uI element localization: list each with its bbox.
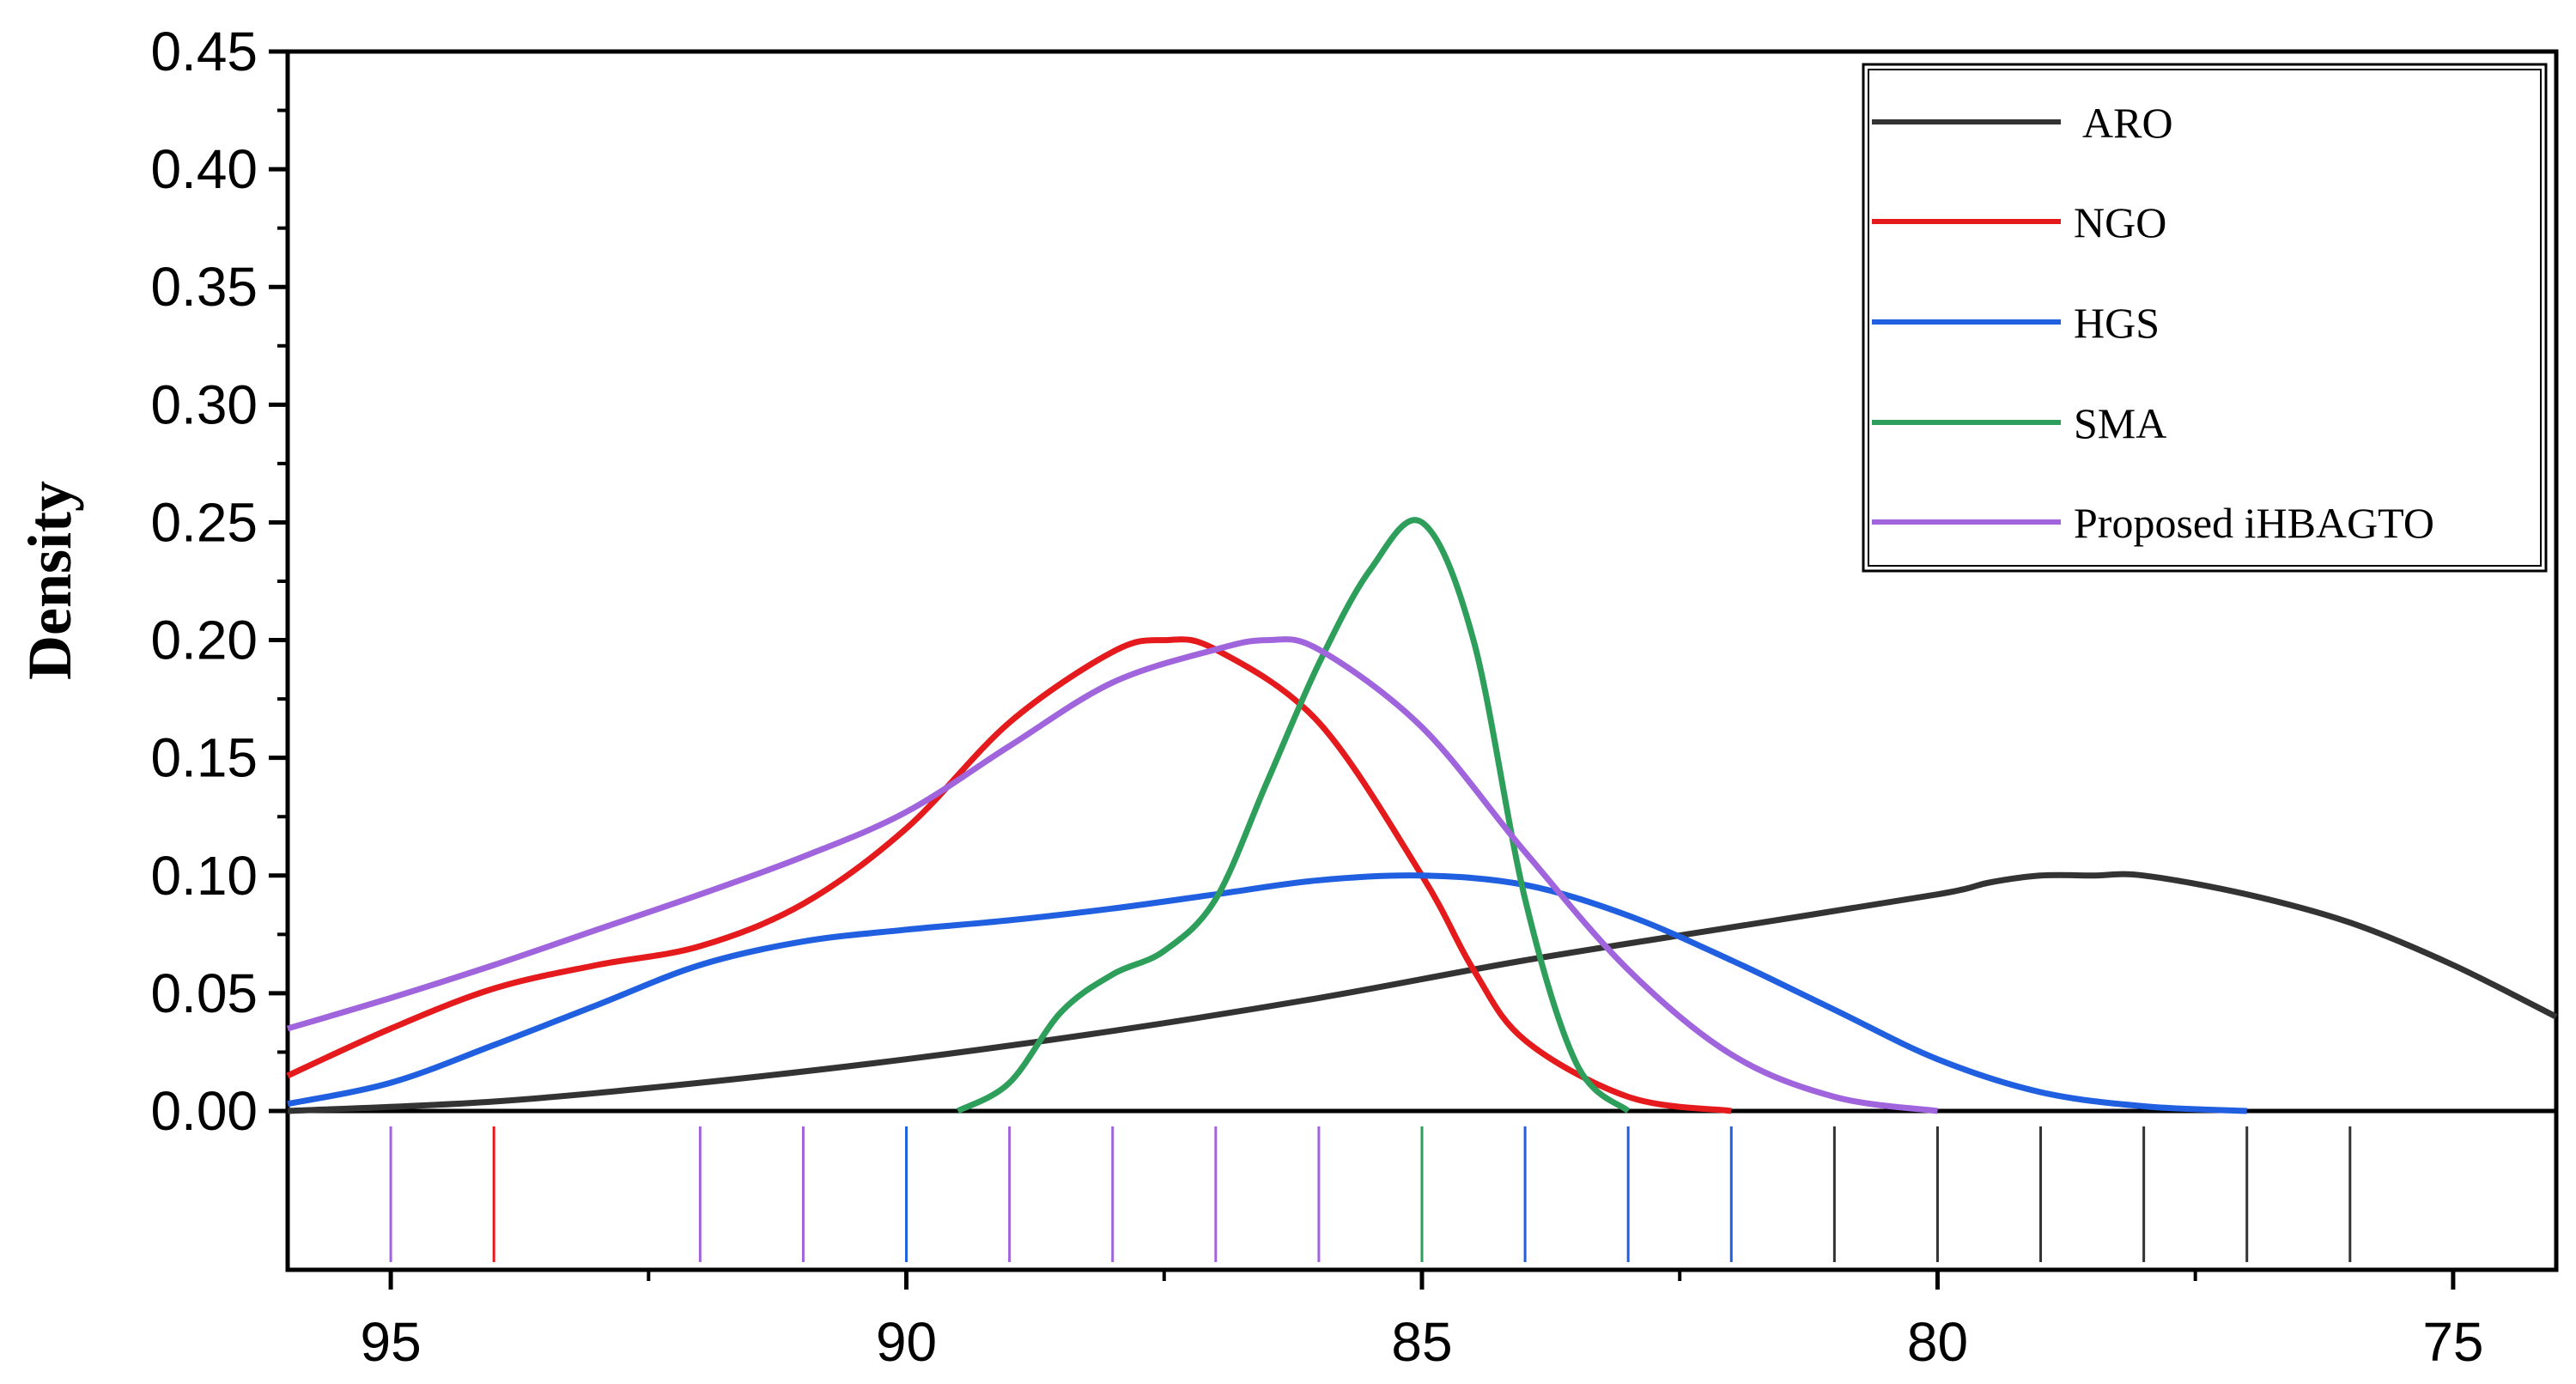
legend-label-ngo: NGO bbox=[2074, 198, 2166, 246]
x-tick-label: 80 bbox=[1907, 1311, 1968, 1373]
legend-label-aro: ARO bbox=[2082, 99, 2173, 147]
legend-label-ihbagto: Proposed iHBAGTO bbox=[2074, 499, 2434, 547]
x-tick-label: 75 bbox=[2422, 1311, 2483, 1373]
y-tick-label: 0.40 bbox=[150, 138, 258, 200]
y-tick-label: 0.45 bbox=[150, 21, 258, 82]
y-tick-label: 0.35 bbox=[150, 256, 258, 318]
series-line-4 bbox=[287, 636, 1938, 1114]
y-tick-label: 0.05 bbox=[150, 962, 258, 1024]
rug-layer bbox=[389, 1126, 2352, 1262]
y-tick-label: 0.10 bbox=[150, 845, 258, 907]
x-tick-label: 85 bbox=[1391, 1311, 1452, 1373]
y-tick-label: 0.25 bbox=[150, 491, 258, 553]
legend-box bbox=[1862, 63, 2548, 573]
legend: ARO NGO HGS SMA Proposed iHBAGTO bbox=[1862, 63, 2548, 573]
series-line-1 bbox=[286, 636, 1732, 1114]
y-tick-label: 0.30 bbox=[150, 373, 258, 435]
series-layer bbox=[286, 517, 2558, 1114]
series-line-2 bbox=[287, 872, 2247, 1114]
legend-label-hgs: HGS bbox=[2074, 299, 2160, 347]
x-tick-label: 95 bbox=[360, 1311, 421, 1373]
y-axis-title: Density bbox=[15, 481, 84, 680]
legend-label-sma: SMA bbox=[2074, 399, 2166, 447]
series-line-3 bbox=[956, 517, 1631, 1114]
x-tick-label: 90 bbox=[876, 1311, 937, 1373]
y-tick-label: 0.20 bbox=[150, 610, 258, 671]
axes-layer: 0.00 0.05 0.10 0.15 0.20 0.25 0.30 0.35 0.40 0.45… bbox=[150, 21, 2483, 1373]
y-tick-label: 0.15 bbox=[150, 727, 258, 789]
y-tick-label: 0.00 bbox=[150, 1080, 258, 1142]
